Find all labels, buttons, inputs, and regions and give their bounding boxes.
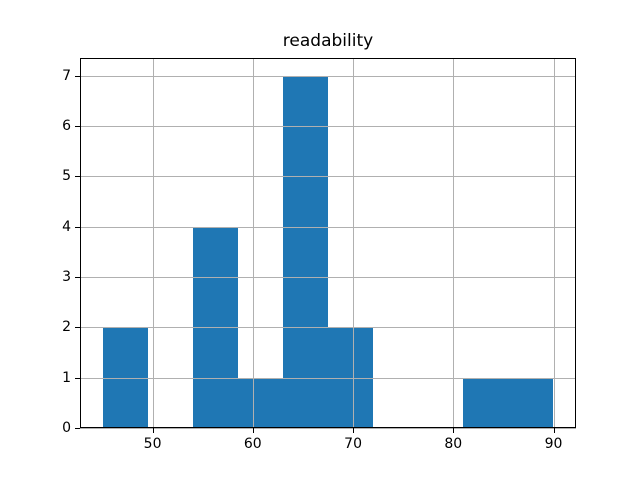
- x-tick-mark: [553, 428, 555, 433]
- gridline-y: [80, 327, 576, 329]
- axes-spines: [80, 58, 576, 428]
- histogram-bar: [282, 75, 328, 428]
- grid-layer: [80, 58, 576, 429]
- y-tick-mark: [75, 377, 80, 379]
- y-tick-label: 5: [62, 168, 71, 185]
- histogram-bar: [102, 327, 148, 428]
- y-tick-label: 1: [62, 369, 71, 386]
- x-tick-label: 70: [344, 436, 363, 452]
- histogram-bar: [328, 327, 374, 428]
- y-tick-label: 0: [62, 420, 71, 436]
- gridline-x: [553, 58, 555, 428]
- x-tick-mark: [353, 428, 355, 433]
- y-tick-mark: [75, 226, 80, 228]
- x-tick-mark: [152, 428, 154, 433]
- gridline-y: [80, 176, 576, 178]
- chart-title: readability: [282, 31, 374, 51]
- y-tick-mark: [75, 277, 80, 278]
- plot-area: [80, 58, 576, 429]
- y-tick-mark: [75, 327, 80, 329]
- gridline-y: [80, 226, 576, 228]
- x-tick-label: 60: [243, 436, 262, 452]
- gridline-y: [80, 75, 576, 77]
- y-tick-label: 7: [62, 67, 71, 84]
- histogram-bar: [508, 377, 554, 428]
- gridline-y: [80, 277, 576, 278]
- y-tick-label: 4: [62, 218, 71, 235]
- histogram-bar: [237, 377, 283, 428]
- x-tick-label: 50: [143, 436, 162, 452]
- gridline-x: [353, 58, 355, 428]
- y-tick-label: 2: [62, 319, 71, 336]
- gridline-x: [152, 58, 154, 428]
- x-tick-mark: [252, 428, 254, 433]
- x-tick-label: 90: [544, 436, 563, 452]
- gridline-y: [80, 428, 576, 429]
- gridline-x: [453, 58, 455, 428]
- y-tick-mark: [75, 75, 80, 77]
- gridline-x: [252, 58, 254, 428]
- y-tick-label: 3: [62, 269, 71, 285]
- histogram-bar: [463, 377, 509, 428]
- y-tick-mark: [75, 428, 80, 429]
- x-tick-mark: [453, 428, 455, 433]
- y-tick-mark: [75, 126, 80, 127]
- y-tick-mark: [75, 176, 80, 178]
- gridline-y: [80, 377, 576, 379]
- y-tick-label: 6: [62, 118, 71, 134]
- gridline-y: [80, 126, 576, 127]
- x-tick-label: 80: [444, 436, 463, 452]
